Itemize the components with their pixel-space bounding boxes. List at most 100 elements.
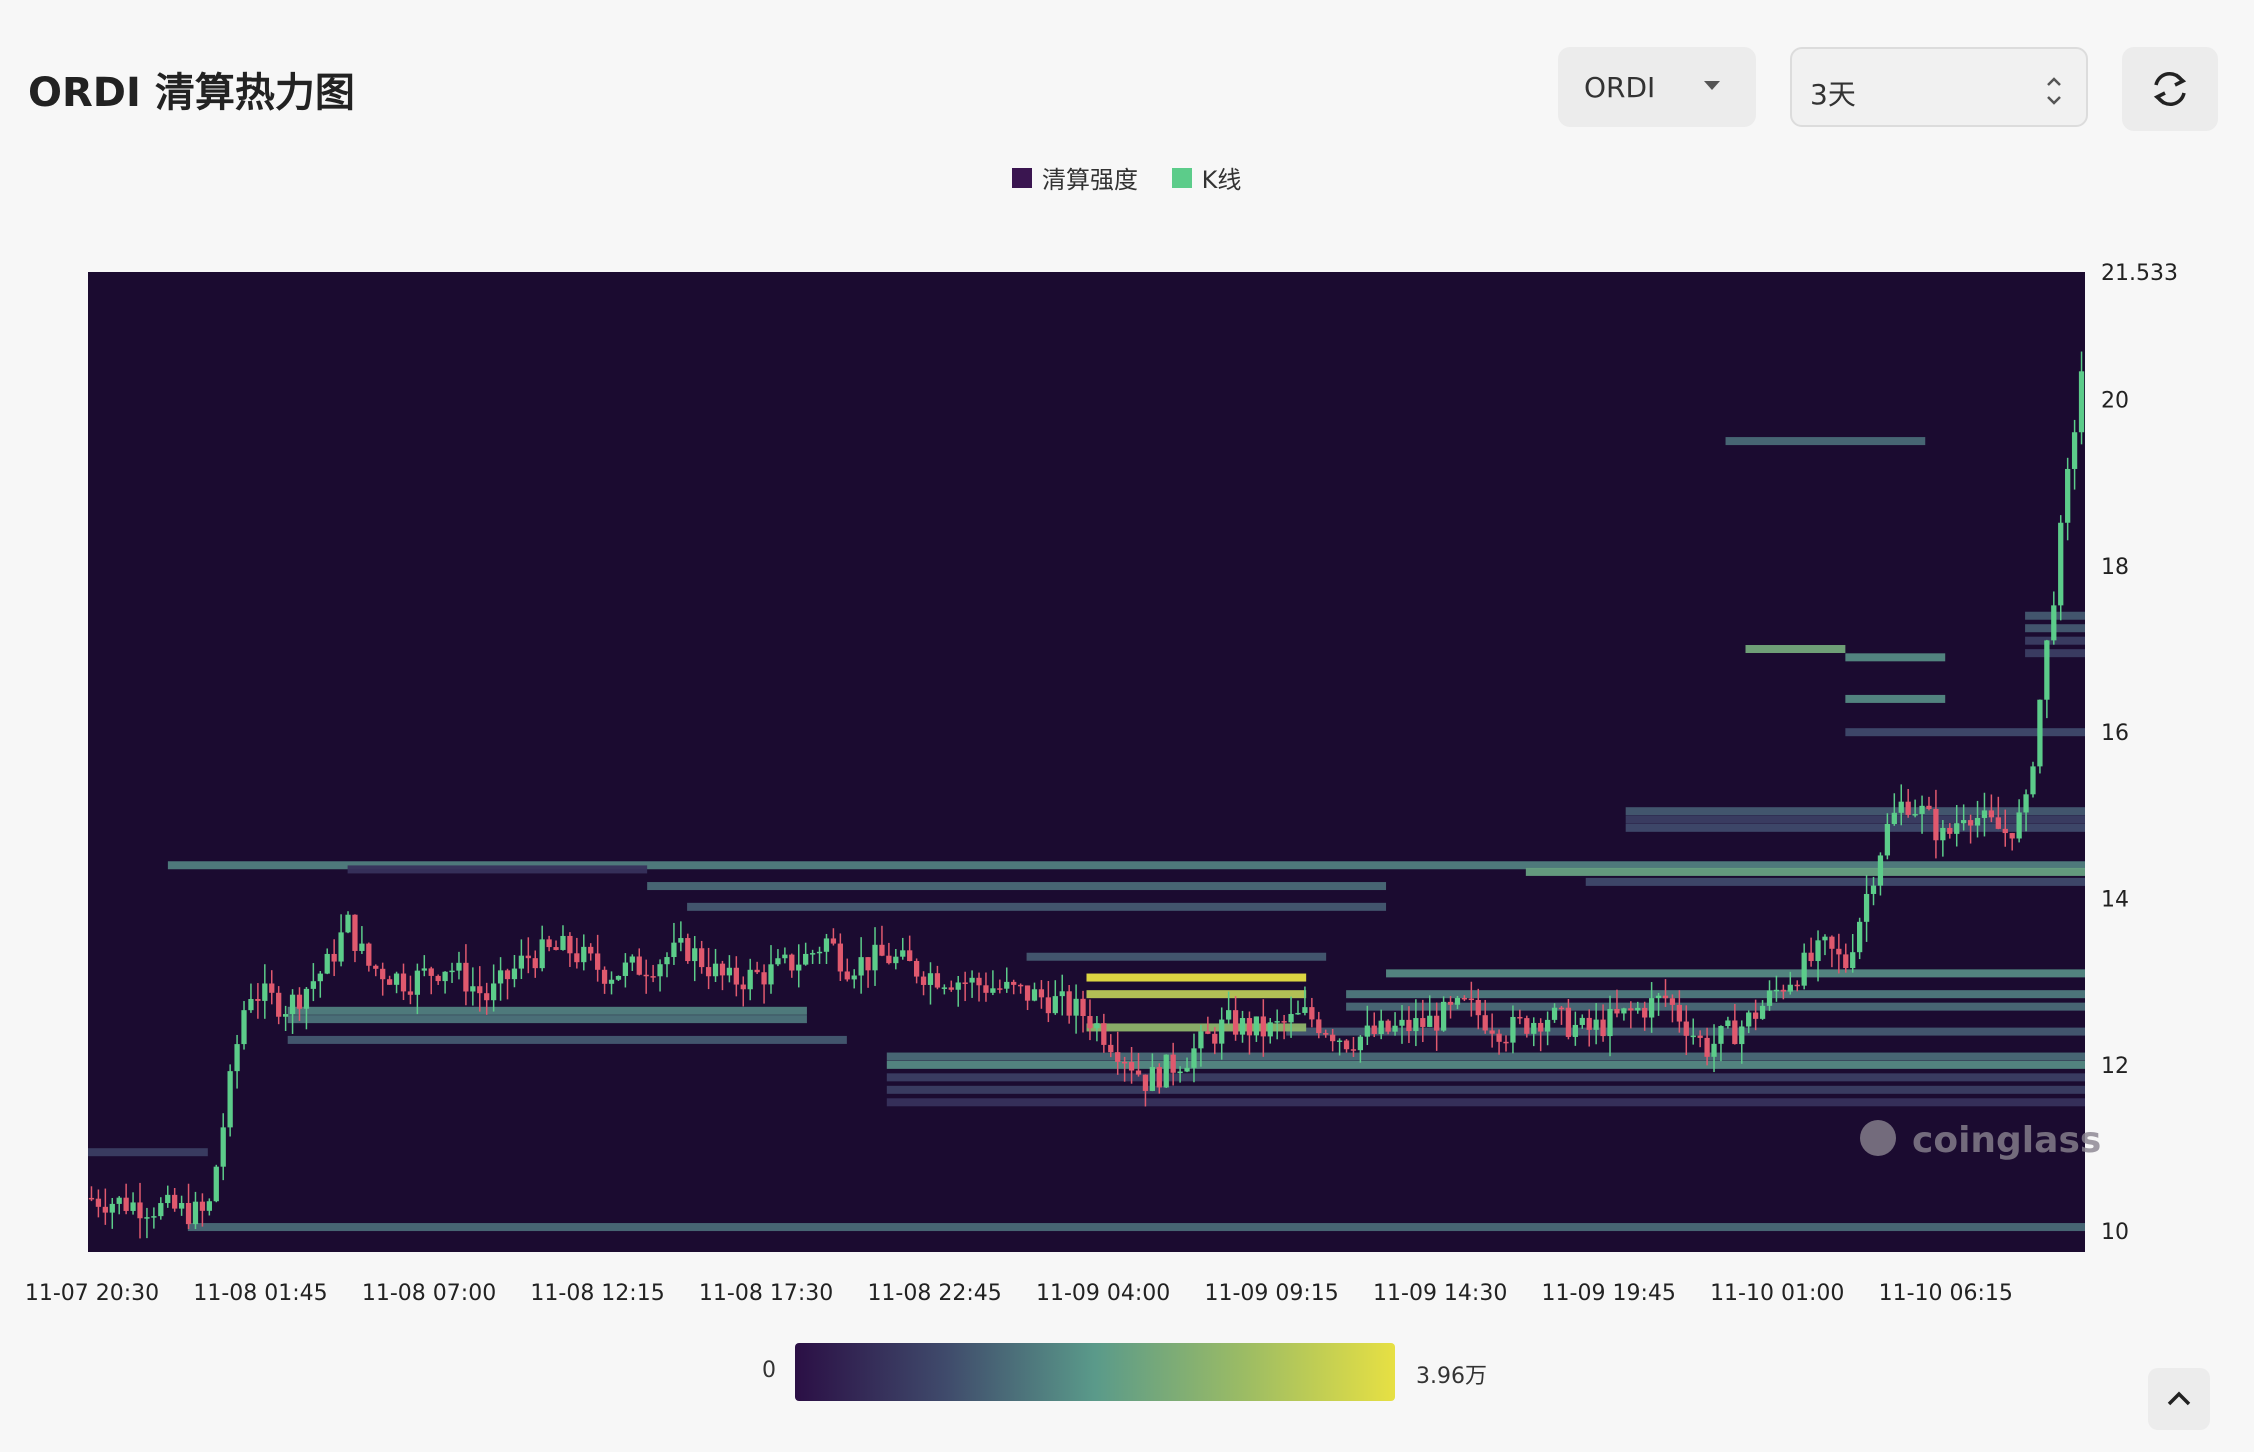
candle-body bbox=[317, 973, 323, 982]
scroll-to-top-button[interactable] bbox=[2148, 1368, 2210, 1430]
candle-body bbox=[1343, 1040, 1350, 1050]
candle-body bbox=[775, 958, 781, 965]
candle-body bbox=[511, 968, 518, 980]
x-tick-label: 11-08 12:15 bbox=[530, 1281, 664, 1306]
candle-body bbox=[539, 939, 545, 969]
legend-item-liquidation[interactable]: 清算强度 bbox=[1012, 160, 1138, 195]
candle-body bbox=[407, 991, 414, 995]
candle-body bbox=[88, 1197, 95, 1200]
x-tick-label: 11-09 04:00 bbox=[1036, 1281, 1170, 1306]
candle-body bbox=[373, 965, 379, 969]
candle-body bbox=[2016, 812, 2022, 839]
candle-body bbox=[1808, 952, 1814, 962]
candle-body bbox=[185, 1202, 192, 1225]
candle-body bbox=[1933, 809, 1939, 841]
liquidation-band bbox=[1585, 877, 2085, 886]
candle-body bbox=[1045, 997, 1051, 1014]
time-range-select[interactable]: 3天 bbox=[1790, 47, 2088, 127]
candle-body bbox=[1302, 1007, 1308, 1013]
candle-body bbox=[1385, 1020, 1391, 1032]
time-range-value: 3天 bbox=[1810, 78, 1856, 111]
candle-body bbox=[671, 942, 677, 958]
candle-body bbox=[1642, 1007, 1648, 1018]
liquidation-band bbox=[1346, 1002, 2085, 1011]
candle-body bbox=[1600, 1019, 1606, 1037]
asset-select[interactable]: ORDI bbox=[1558, 47, 1756, 127]
candle-body bbox=[629, 956, 635, 963]
candle-body bbox=[608, 979, 615, 984]
liquidation-band bbox=[2025, 649, 2085, 658]
candle-body bbox=[345, 914, 351, 933]
candle-body bbox=[837, 943, 843, 972]
candle-body bbox=[615, 975, 622, 980]
candle-body bbox=[442, 971, 448, 982]
candle-body bbox=[1503, 1041, 1509, 1044]
candle-body bbox=[1031, 989, 1038, 1001]
candle-body bbox=[1198, 1031, 1204, 1049]
liquidation-band bbox=[886, 1060, 2085, 1069]
candle-body bbox=[588, 946, 594, 954]
candle-body bbox=[796, 964, 802, 971]
refresh-button[interactable] bbox=[2122, 47, 2218, 131]
candle-body bbox=[1912, 813, 1918, 816]
candle-body bbox=[581, 946, 587, 963]
candle-body bbox=[449, 970, 455, 973]
liquidation-band bbox=[187, 1223, 2086, 1232]
candle-body bbox=[1565, 1007, 1572, 1037]
colorbar-min-label: 0 bbox=[762, 1358, 776, 1383]
candle-body bbox=[851, 975, 857, 980]
liquidation-band bbox=[287, 1015, 807, 1024]
candle-body bbox=[948, 987, 954, 990]
candle-body bbox=[1669, 998, 1676, 1005]
candle-body bbox=[1177, 1071, 1183, 1074]
candle-body bbox=[1884, 823, 1891, 856]
candle-body bbox=[1648, 998, 1655, 1018]
candle-body bbox=[1024, 985, 1031, 1001]
page-title: ORDI 清算热力图 bbox=[28, 70, 355, 116]
liquidation-band bbox=[1386, 969, 2085, 978]
candle-body bbox=[2071, 432, 2078, 469]
candle-body bbox=[1551, 1007, 1558, 1020]
candle-body bbox=[1420, 1018, 1426, 1027]
candle-body bbox=[137, 1202, 143, 1219]
candle-body bbox=[1940, 827, 1946, 841]
colorbar bbox=[795, 1343, 1395, 1401]
candle-body bbox=[1309, 1007, 1315, 1020]
candle-body bbox=[276, 992, 282, 1017]
candle-body bbox=[1524, 1018, 1530, 1034]
candle-body bbox=[879, 944, 885, 956]
candle-body bbox=[1135, 1070, 1142, 1075]
candle-body bbox=[1038, 989, 1045, 998]
candle-body bbox=[477, 986, 483, 994]
candle-body bbox=[595, 953, 601, 970]
liquidation-band bbox=[1625, 807, 2085, 816]
candle-body bbox=[636, 956, 642, 975]
candle-body bbox=[699, 948, 705, 968]
chart-legend: 清算强度 K线 bbox=[1012, 160, 1267, 195]
candle-body bbox=[1073, 998, 1079, 1016]
liquidation-band bbox=[1845, 653, 1946, 662]
candle-body bbox=[1690, 1035, 1696, 1038]
candle-body bbox=[1184, 1067, 1190, 1072]
liquidation-band bbox=[886, 1073, 2085, 1082]
candle-body bbox=[102, 1206, 108, 1213]
y-tick-label: 18 bbox=[2101, 555, 2129, 580]
candle-body bbox=[1538, 1022, 1544, 1032]
candle-body bbox=[990, 988, 996, 993]
candle-body bbox=[920, 976, 927, 985]
legend-item-kline[interactable]: K线 bbox=[1171, 160, 1242, 195]
candle-body bbox=[1226, 1010, 1232, 1020]
candle-body bbox=[955, 982, 961, 990]
legend-label-liquidation: 清算强度 bbox=[1042, 166, 1138, 194]
y-tick-label: 16 bbox=[2101, 721, 2129, 746]
candle-body bbox=[1607, 1008, 1613, 1037]
candle-body bbox=[622, 962, 629, 976]
y-tick-label: 12 bbox=[2101, 1054, 2129, 1079]
candle-body bbox=[359, 943, 365, 951]
candle-body bbox=[414, 970, 421, 995]
candle-body bbox=[962, 982, 968, 984]
candle-body bbox=[1434, 1015, 1440, 1031]
legend-label-kline: K线 bbox=[1201, 166, 1242, 194]
candle-body bbox=[484, 993, 490, 1001]
